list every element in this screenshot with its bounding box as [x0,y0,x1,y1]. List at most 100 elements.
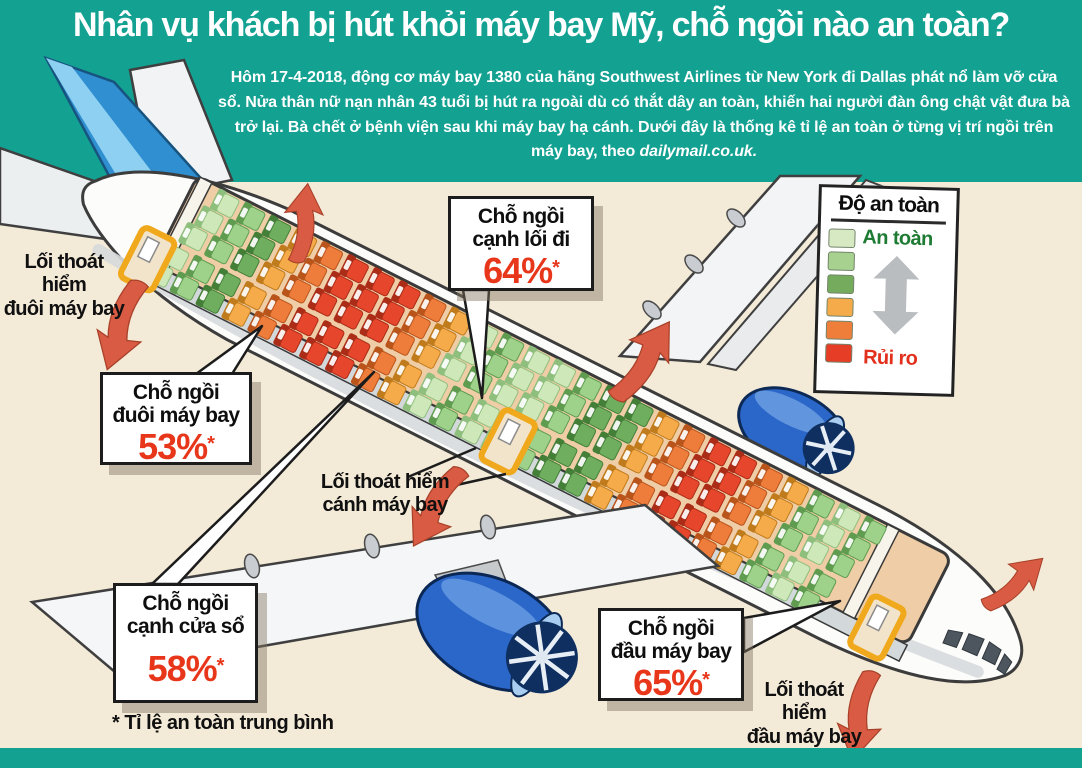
legend-risk-label: Rủi ro [862,346,918,370]
seat [685,453,716,483]
legend-swatch [826,274,855,295]
callout-front-seat: Chỗ ngồi đầu máy bay 65%* [598,608,744,702]
seat [608,414,638,444]
seat [366,346,397,376]
seat [634,427,664,457]
seat [651,490,681,520]
seat [221,297,251,327]
seat [185,254,216,284]
seat [281,274,312,304]
seat [488,378,519,409]
callout-label: Chỗ ngồi cạnh cửa sổ [126,592,245,639]
callout-pointers [150,288,842,654]
seat [211,267,241,297]
seat [359,313,390,343]
callout-aisle-seat: Chỗ ngồi cạnh lối đi 64%* [448,196,594,291]
seat [540,405,571,435]
seat [255,261,286,291]
seat [520,345,551,375]
seat [178,222,208,252]
seat [805,489,835,519]
seat [273,323,303,353]
legend-safe-label: An toàn [862,226,933,251]
seat [572,371,602,401]
pointer-front [742,599,842,654]
seat [204,235,234,265]
seat [454,415,484,445]
seat [349,283,379,313]
seat [194,205,224,235]
seat [779,476,809,506]
seat [765,572,795,602]
front-partition [841,523,901,620]
fuselage [81,170,1024,684]
seat [713,546,743,576]
fan-blades [805,425,852,471]
seat [566,418,597,448]
seat [333,300,364,330]
seat [711,466,742,497]
seat [592,431,622,461]
near-engine [415,571,578,698]
seat [375,296,405,327]
seat [675,424,706,454]
seat [411,339,441,369]
flap-fairing [479,514,497,540]
seat [391,280,421,310]
seat [703,516,733,546]
intro-paragraph: Hôm 17-4-2018, động cơ máy bay 1380 của … [218,66,1070,165]
callout-label: Chỗ ngồi đầu máy bay [610,617,732,664]
seat [556,388,587,418]
legend-swatch [828,228,856,249]
seat [546,358,576,388]
seat [815,519,845,549]
footnote: * Tỉ lệ an toàn trung bình [112,712,334,734]
seat [737,480,768,510]
seat [235,201,266,231]
seat [747,509,778,539]
exit-door-wing [478,407,538,476]
callout-window-seat: Chỗ ngồi cạnh cửa sổ 58%* [113,583,258,703]
page-title: Nhân vụ khách bị hút khỏi máy bay Mỹ, ch… [72,6,1010,44]
cockpit-windows [942,629,1013,675]
seat [677,503,707,533]
seat [721,496,752,526]
seat [401,310,431,340]
exit-door-rear [117,225,178,294]
seat [325,349,355,380]
seat [209,188,240,218]
flap-fairing [642,300,662,320]
seat [442,306,473,336]
seat [670,470,700,500]
safety-legend: Độ an toàn An toàn Rủi ro [813,184,960,397]
seat [739,559,769,589]
seat [494,332,525,362]
seat [573,450,604,481]
safety-percentage: 58%* [147,648,225,690]
seat [780,555,811,585]
seat [618,444,648,474]
seat [530,375,561,405]
seat [428,402,459,432]
seat [582,401,612,431]
legend-swatch [826,297,854,318]
seat [237,281,267,311]
footer-band [0,748,1082,768]
seat [727,450,758,480]
seat [385,326,415,356]
seat [649,411,680,441]
up-down-arrow-icon [872,255,920,341]
seat [754,542,785,572]
seat [307,287,338,317]
seat [427,323,457,353]
seat [339,254,369,284]
seat [599,464,630,494]
exit-door-front [847,593,907,662]
seat [340,333,371,363]
seat [763,493,794,523]
intro-text: Hôm 17-4-2018, động cơ máy bay 1380 của … [218,69,1070,161]
seat [504,362,535,392]
seat [402,389,433,419]
legend-color-scale [824,228,856,364]
